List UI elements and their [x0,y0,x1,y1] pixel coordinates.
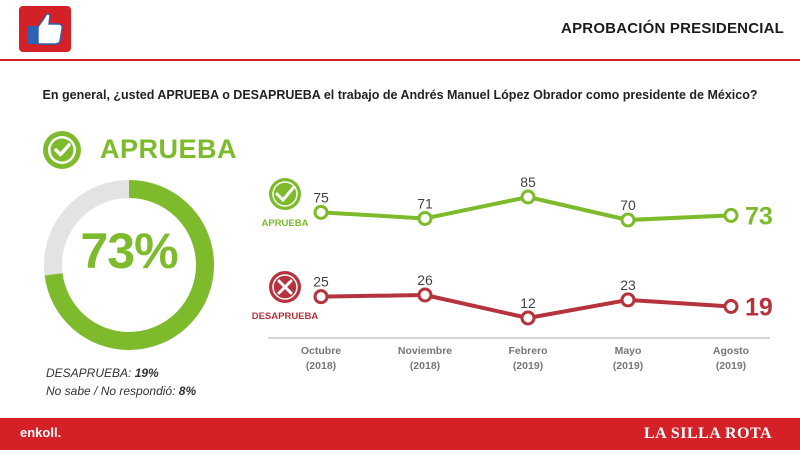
note-label: No sabe / No respondió: [46,384,176,398]
data-label: 26 [417,272,433,288]
x-tick-label: Noviembre [398,345,452,357]
footer: enkoll. LA SILLA ROTA [0,418,800,450]
data-point [620,212,636,228]
data-label: 23 [620,277,636,293]
check-circle-icon [40,128,90,172]
x-tick-label: Febrero [508,345,547,357]
data-point [723,207,739,223]
data-point [620,292,636,308]
data-label: 71 [417,195,433,211]
survey-question: En general, ¿usted APRUEBA o DESAPRUEBA … [42,88,758,102]
data-point [417,210,433,226]
data-point [313,289,329,305]
disapproval-note: DESAPRUEBA: 19% [46,366,159,380]
data-label: 73 [745,202,773,230]
data-label: 19 [745,294,773,322]
header: APROBACIÓN PRESIDENCIAL [0,0,800,58]
x-tick-label: (2019) [716,360,746,372]
approval-title: APRUEBA [100,134,238,164]
x-tick-label: Agosto [713,345,749,357]
x-tick-label: Octubre [301,345,341,357]
data-label: 85 [520,175,536,190]
approval-percent: 73% [80,223,178,279]
header-divider [0,59,800,61]
data-label: 70 [620,197,636,213]
series-label: DESAPRUEBA [252,311,319,322]
x-tick-label: (2018) [306,360,336,372]
trend-chart: 75 71 85 70 73 APRUEBA 25 26 12 23 19 DESAPRUEBA Oct… [252,175,773,372]
la-silla-rota-logo: LA SILLA ROTA [643,425,772,442]
x-tick-label: (2019) [613,360,643,372]
x-tick-label: (2018) [410,360,440,372]
no-answer-note: No sabe / No respondió: 8% [46,384,196,398]
note-value: 19% [134,366,159,380]
data-label: 12 [520,295,536,311]
series-label: APRUEBA [262,218,309,229]
approval-donut-arc [44,180,214,350]
check-circle-icon [269,178,301,210]
page-title: APROBACIÓN PRESIDENCIAL [561,20,784,37]
approval-donut [44,180,214,350]
x-tick-label: (2019) [513,360,543,372]
data-label: 25 [313,274,329,290]
data-point [313,204,329,220]
data-point [723,299,739,314]
data-point [417,287,433,303]
data-label: 75 [313,189,329,205]
x-tick-label: Mayo [615,345,642,357]
note-label: DESAPRUEBA: [46,366,132,380]
data-point [520,310,536,326]
thumbs-up-icon [19,6,71,52]
enkoll-logo: enkoll. [20,425,62,440]
data-point [520,189,536,205]
note-value: 8% [178,384,197,398]
